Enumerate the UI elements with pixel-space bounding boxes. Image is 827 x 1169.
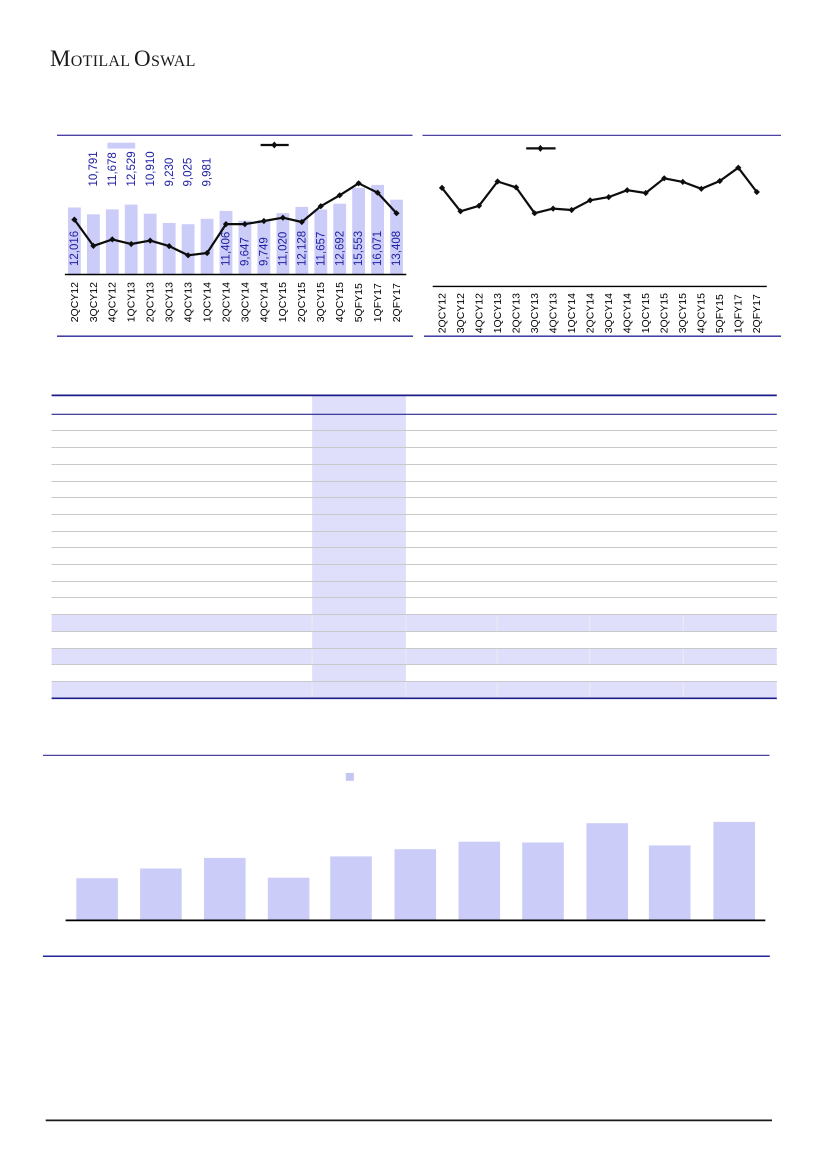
svg-text:1QFY17: 1QFY17 (372, 283, 384, 322)
svg-text:2QFY17: 2QFY17 (391, 283, 403, 322)
svg-text:2QCY14: 2QCY14 (220, 282, 232, 322)
svg-text:4QCY14: 4QCY14 (258, 282, 270, 322)
svg-text:2QCY14: 2QCY14 (585, 293, 597, 333)
svg-text:3QCY13: 3QCY13 (529, 293, 541, 333)
svg-text:9,025: 9,025 (183, 158, 195, 187)
svg-text:11,020: 11,020 (278, 232, 290, 266)
svg-text:5QFY15: 5QFY15 (714, 294, 726, 333)
svg-text:12,692: 12,692 (334, 231, 346, 266)
svg-text:16,071: 16,071 (372, 231, 384, 266)
svg-text:3QCY13: 3QCY13 (164, 282, 176, 322)
svg-text:11,406: 11,406 (221, 232, 233, 266)
svg-text:12,529: 12,529 (126, 151, 138, 186)
svg-text:4QCY15: 4QCY15 (696, 293, 708, 333)
svg-text:3QCY15: 3QCY15 (315, 282, 327, 322)
svg-text:4QCY13: 4QCY13 (548, 293, 560, 333)
svg-text:12,128: 12,128 (296, 231, 308, 266)
svg-text:3QCY12: 3QCY12 (455, 293, 467, 333)
svg-text:9,230: 9,230 (164, 158, 176, 187)
svg-text:4QCY12: 4QCY12 (473, 293, 485, 333)
svg-text:4QCY13: 4QCY13 (183, 282, 195, 322)
svg-text:3QCY14: 3QCY14 (603, 293, 615, 333)
svg-text:1QCY14: 1QCY14 (202, 282, 214, 322)
svg-text:9,647: 9,647 (240, 237, 252, 266)
svg-text:3QCY14: 3QCY14 (239, 282, 251, 322)
svg-text:4QCY12: 4QCY12 (107, 282, 119, 322)
svg-text:11,678: 11,678 (107, 152, 119, 186)
svg-text:4QCY14: 4QCY14 (622, 293, 634, 333)
svg-text:1QCY13: 1QCY13 (126, 282, 138, 322)
svg-text:9,981: 9,981 (202, 158, 214, 187)
svg-text:2QFY17: 2QFY17 (751, 294, 763, 333)
svg-text:10,910: 10,910 (145, 151, 157, 186)
svg-text:1QFY17: 1QFY17 (733, 294, 745, 333)
svg-text:2QCY15: 2QCY15 (296, 282, 308, 322)
svg-text:1QCY15: 1QCY15 (640, 293, 652, 333)
svg-text:3QCY15: 3QCY15 (677, 293, 689, 333)
svg-text:2QCY15: 2QCY15 (659, 293, 671, 333)
svg-text:9,749: 9,749 (259, 237, 271, 266)
svg-text:2QCY12: 2QCY12 (69, 282, 81, 322)
svg-text:15,553: 15,553 (353, 231, 365, 266)
svg-text:5QFY15: 5QFY15 (353, 283, 365, 322)
svg-text:10,791: 10,791 (88, 151, 100, 186)
svg-text:2QCY13: 2QCY13 (145, 282, 157, 322)
svg-text:1QCY15: 1QCY15 (277, 282, 289, 322)
svg-text:13,408: 13,408 (391, 231, 403, 266)
svg-text:11,657: 11,657 (315, 232, 327, 266)
svg-text:3QCY12: 3QCY12 (88, 282, 100, 322)
svg-text:2QCY13: 2QCY13 (511, 293, 523, 333)
svg-text:12,016: 12,016 (69, 231, 81, 266)
svg-text:1QCY14: 1QCY14 (566, 293, 578, 333)
svg-text:1QCY13: 1QCY13 (492, 293, 504, 333)
svg-text:4QCY15: 4QCY15 (334, 282, 346, 322)
svg-text:2QCY12: 2QCY12 (436, 293, 448, 333)
